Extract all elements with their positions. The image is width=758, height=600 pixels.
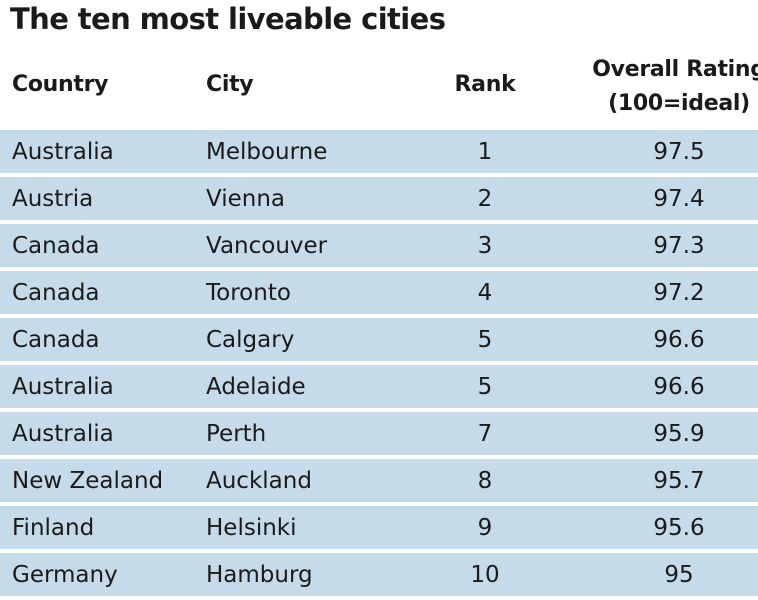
- cell-rating: 97.2: [653, 280, 705, 306]
- cell-rating: 97.4: [653, 186, 705, 212]
- cell-country: Australia: [12, 139, 114, 165]
- cell-country: Australia: [12, 421, 114, 447]
- column-header-rating: Overall Rating (100=ideal): [566, 53, 758, 121]
- cell-rank: 10: [470, 562, 500, 588]
- cell-city: Hamburg: [206, 562, 313, 588]
- table-row: Canada Calgary 5 96.6: [0, 318, 758, 361]
- cell-city: Auckland: [206, 468, 312, 494]
- cell-country: Germany: [12, 562, 118, 588]
- table-row: Germany Hamburg 10 95: [0, 553, 758, 596]
- table-header: Country City Rank Overall Rating (100=id…: [0, 50, 758, 130]
- table-row: New Zealand Auckland 8 95.7: [0, 459, 758, 502]
- cell-city: Perth: [206, 421, 267, 447]
- cell-city: Vancouver: [206, 233, 328, 259]
- cell-rating: 96.6: [653, 374, 705, 400]
- table-row: Australia Melbourne 1 97.5: [0, 130, 758, 173]
- cell-city: Vienna: [206, 186, 286, 212]
- table-row: Austria Vienna 2 97.4: [0, 177, 758, 220]
- cell-rank: 3: [477, 233, 493, 259]
- column-header-city: City: [206, 72, 254, 97]
- table-row: Canada Toronto 4 97.2: [0, 271, 758, 314]
- cell-rank: 5: [477, 374, 493, 400]
- cell-country: Canada: [12, 280, 100, 306]
- cell-rating: 97.3: [653, 233, 705, 259]
- cell-rank: 5: [477, 327, 493, 353]
- cell-country: Finland: [12, 515, 95, 541]
- cell-rank: 4: [477, 280, 493, 306]
- cell-rank: 9: [477, 515, 493, 541]
- cell-rating: 95.6: [653, 515, 705, 541]
- cell-city: Adelaide: [206, 374, 306, 400]
- cell-country: New Zealand: [12, 468, 164, 494]
- cell-rating: 95: [664, 562, 694, 588]
- table-title: The ten most liveable cities: [10, 2, 446, 36]
- cell-city: Calgary: [206, 327, 295, 353]
- cell-country: Austria: [12, 186, 94, 212]
- cell-rank: 1: [477, 139, 493, 165]
- cell-country: Australia: [12, 374, 114, 400]
- table-row: Canada Vancouver 3 97.3: [0, 224, 758, 267]
- table-body: Australia Melbourne 1 97.5 Austria Vienna 2 97.…: [0, 130, 758, 600]
- table-row: Finland Helsinki 9 95.6: [0, 506, 758, 549]
- cell-city: Melbourne: [206, 139, 328, 165]
- table-row: Australia Adelaide 5 96.6: [0, 365, 758, 408]
- cell-rank: 2: [477, 186, 493, 212]
- cell-city: Toronto: [206, 280, 291, 306]
- cell-rank: 8: [477, 468, 493, 494]
- cell-rating: 97.5: [653, 139, 705, 165]
- cell-rating: 95.9: [653, 421, 705, 447]
- column-header-rating-line1: Overall Rating: [592, 57, 758, 82]
- column-header-country: Country: [12, 72, 109, 97]
- cell-city: Helsinki: [206, 515, 297, 541]
- cell-country: Canada: [12, 327, 100, 353]
- cell-rating: 95.7: [653, 468, 705, 494]
- column-header-rank: Rank: [454, 72, 516, 97]
- column-header-rating-line2: (100=ideal): [608, 91, 750, 116]
- cell-rating: 96.6: [653, 327, 705, 353]
- table-row: Australia Perth 7 95.9: [0, 412, 758, 455]
- cell-rank: 7: [477, 421, 493, 447]
- cell-country: Canada: [12, 233, 100, 259]
